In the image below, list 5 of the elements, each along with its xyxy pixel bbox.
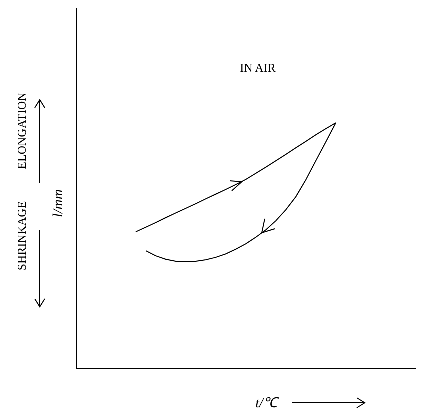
text: IN AIR	[240, 61, 276, 75]
text: ELONGATION	[15, 92, 29, 170]
x-axis-title: t/℃	[256, 396, 280, 409]
text: SHRINKAGE	[15, 201, 29, 271]
y-axis-title: l/mm	[52, 190, 66, 218]
